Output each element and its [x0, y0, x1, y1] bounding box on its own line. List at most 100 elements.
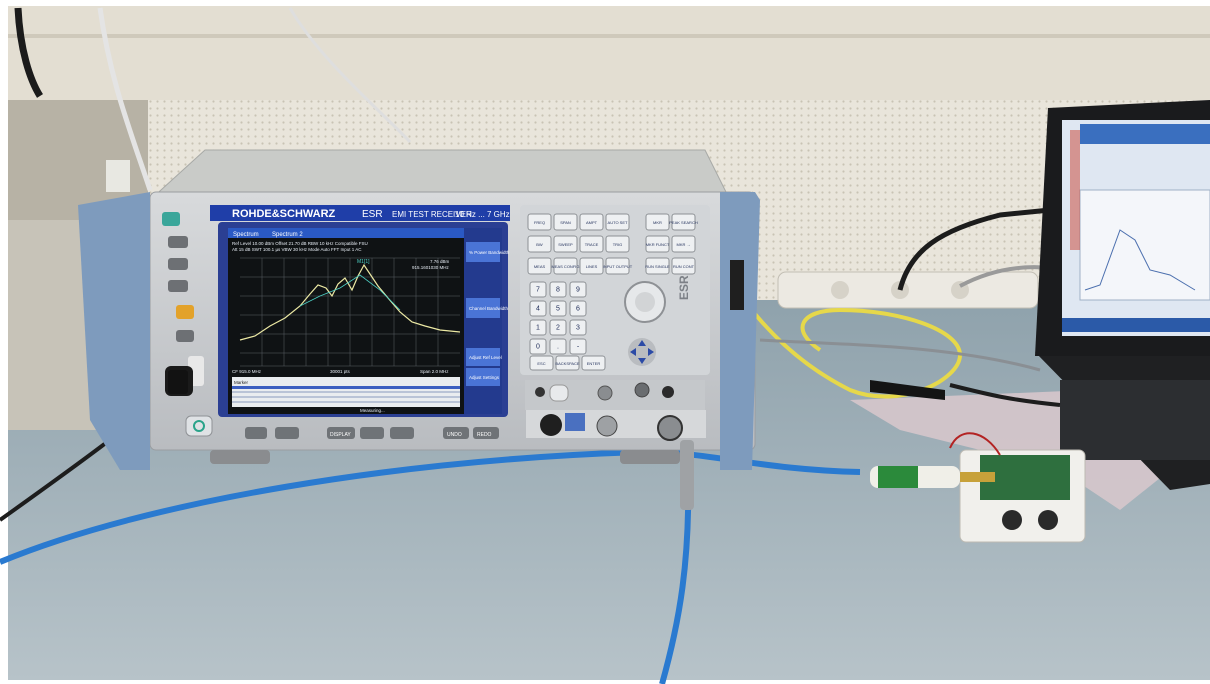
key-freq-label: FREQ — [534, 220, 545, 225]
key-mkr[interactable]: MKR — [645, 213, 670, 231]
entry-keys: ESC BACKSPACE ENTER — [529, 355, 606, 371]
softkey-adjust-ref-level[interactable] — [466, 348, 500, 366]
screen-tab-spectrum-2[interactable]: Spectrum 2 — [272, 232, 303, 238]
redo-button[interactable] — [473, 427, 499, 439]
screen-header-line2: Att 15 dB SWT 100.1 µs VBW 30 kHz Mode A… — [232, 247, 362, 252]
key-esc-label: ESC — [537, 361, 545, 366]
undo-button-label: UNDO — [447, 432, 462, 438]
key-meas-config-label: MEAS CONFIG — [551, 264, 579, 269]
key-mkr-funct-label: MKR FUNCT — [646, 242, 670, 247]
key-enter-label: ENTER — [587, 361, 601, 366]
key-ampt-label: AMPT — [586, 220, 598, 225]
key-esc[interactable]: ESC — [529, 355, 554, 371]
marker-table-title: Marker — [234, 380, 249, 385]
function-keys: FREQ SPAN AMPT AUTO SET MKR PEAK SEARCH BW SWEE… — [527, 213, 698, 275]
key-digit-5[interactable]: 5 — [549, 300, 567, 317]
key-digit-3[interactable]: 3 — [569, 319, 587, 336]
key-bw-label: BW — [536, 242, 543, 247]
key-auto-set-label: AUTO SET — [608, 220, 628, 225]
key-digit-9-label: 9 — [576, 287, 580, 294]
preset-button — [162, 212, 180, 226]
key-meas[interactable]: MEAS — [527, 257, 552, 275]
key-peak-search[interactable]: PEAK SEARCH — [669, 213, 698, 231]
key-ampt[interactable]: AMPT — [579, 213, 604, 231]
key-auto-set[interactable]: AUTO SET — [605, 213, 630, 231]
key-meas-config[interactable]: MEAS CONFIG — [551, 257, 580, 275]
softkey-channel-bandwidth[interactable] — [466, 298, 500, 318]
display-button[interactable] — [327, 427, 355, 439]
display-button-label: DISPLAY — [330, 432, 351, 438]
digit-keys: 7 8 9 4 5 6 1 2 3 0. - — [529, 281, 587, 355]
key-run-single[interactable]: RUN SINGLE — [645, 257, 670, 275]
key-digit-8[interactable]: 8 — [549, 281, 567, 298]
key-decimal-label: . — [557, 344, 559, 351]
key-span-label: SPAN — [560, 220, 571, 225]
left-arrow-icon[interactable] — [630, 348, 636, 356]
connector-strip — [525, 380, 706, 441]
key-sweep[interactable]: SWEEP — [553, 235, 578, 253]
right-arrow-icon[interactable] — [648, 348, 654, 356]
up-arrow-icon[interactable] — [638, 340, 646, 346]
key-digit-1[interactable]: 1 — [529, 319, 547, 336]
key-input-output[interactable]: INPUT OUTPUT — [603, 257, 633, 275]
key-digit-4[interactable]: 4 — [529, 300, 547, 317]
key-mkr[interactable]: MKR → — [671, 235, 696, 253]
marker-label: M1[1] — [357, 259, 370, 265]
key-minus-label: - — [577, 344, 580, 351]
undo-button[interactable] — [443, 427, 469, 439]
rf-input-connector — [657, 415, 683, 441]
down-arrow-icon[interactable] — [638, 358, 646, 364]
key-minus[interactable]: - — [569, 338, 587, 355]
description-label: EMI TEST RECEIVER — [392, 210, 472, 219]
key-run-cont-label: RUN CONT — [673, 264, 695, 269]
key-digit-7[interactable]: 7 — [529, 281, 547, 298]
key-digit-0-label: 0 — [536, 344, 540, 351]
key-digit-0[interactable]: 0 — [529, 338, 547, 355]
lower-screen-buttons: DISPLAY UNDO REDO — [245, 427, 499, 439]
key-backspace[interactable]: BACKSPACE — [555, 355, 580, 371]
test-device — [870, 432, 1086, 543]
softkey-panel: % Power Bandwidth Channel Bandwidth Adju… — [464, 228, 510, 414]
marker-readout-frequency: 915.1601030 MHz — [412, 265, 450, 270]
laptop — [1035, 100, 1210, 490]
key-digit-6[interactable]: 6 — [569, 300, 587, 317]
screen-footer-cf: CF 915.0 MHz — [232, 369, 262, 374]
key-backspace-label: BACKSPACE — [555, 361, 579, 366]
key-digit-6-label: 6 — [576, 306, 580, 313]
softkey-label: % Power Bandwidth — [469, 250, 510, 255]
power-icon — [193, 420, 205, 432]
key-digit-4-label: 4 — [536, 306, 540, 313]
key-digit-2[interactable]: 2 — [549, 319, 567, 336]
key-bw[interactable]: BW — [527, 235, 552, 253]
key-digit-8-label: 8 — [556, 287, 560, 294]
key-trace[interactable]: TRACE — [579, 235, 604, 253]
softkey-power-bandwidth[interactable] — [466, 242, 500, 262]
key-freq[interactable]: FREQ — [527, 213, 552, 231]
key-trace-label: TRACE — [585, 242, 599, 247]
key-digit-9[interactable]: 9 — [569, 281, 587, 298]
model-label: ESR — [362, 209, 383, 220]
softkey-adjust-settings[interactable] — [466, 368, 500, 386]
keypad-area: FREQ SPAN AMPT AUTO SET MKR PEAK SEARCH BW SWEE… — [520, 205, 710, 375]
key-digit-2-label: 2 — [556, 325, 560, 332]
screen-header-line1: Ref Level 10.00 dBm Offset 21.70 dB RBW … — [232, 241, 368, 246]
redo-button-label: REDO — [477, 432, 492, 438]
measuring-status: Measuring... — [360, 408, 385, 413]
key-mkr-funct[interactable]: MKR FUNCT — [645, 235, 670, 253]
key-decimal[interactable]: . — [549, 338, 567, 355]
key-lines[interactable]: LINES — [579, 257, 604, 275]
key-run-cont[interactable]: RUN CONT — [671, 257, 696, 275]
key-enter[interactable]: ENTER — [581, 355, 606, 371]
key-span[interactable]: SPAN — [553, 213, 578, 231]
bnc-connector — [596, 415, 618, 437]
key-trig[interactable]: TRIG — [605, 235, 630, 253]
softkey-label: Adjust Settings — [469, 375, 500, 380]
screen-tab-spectrum[interactable]: Spectrum — [233, 232, 259, 238]
power-button — [185, 415, 213, 437]
model-badge-vertical: ESR — [677, 275, 691, 300]
marker-readout-level: 7.76 dBm — [430, 259, 450, 264]
probe-port — [540, 414, 562, 436]
key-run-single-label: RUN SINGLE — [645, 264, 670, 269]
key-meas-label: MEAS — [534, 264, 546, 269]
